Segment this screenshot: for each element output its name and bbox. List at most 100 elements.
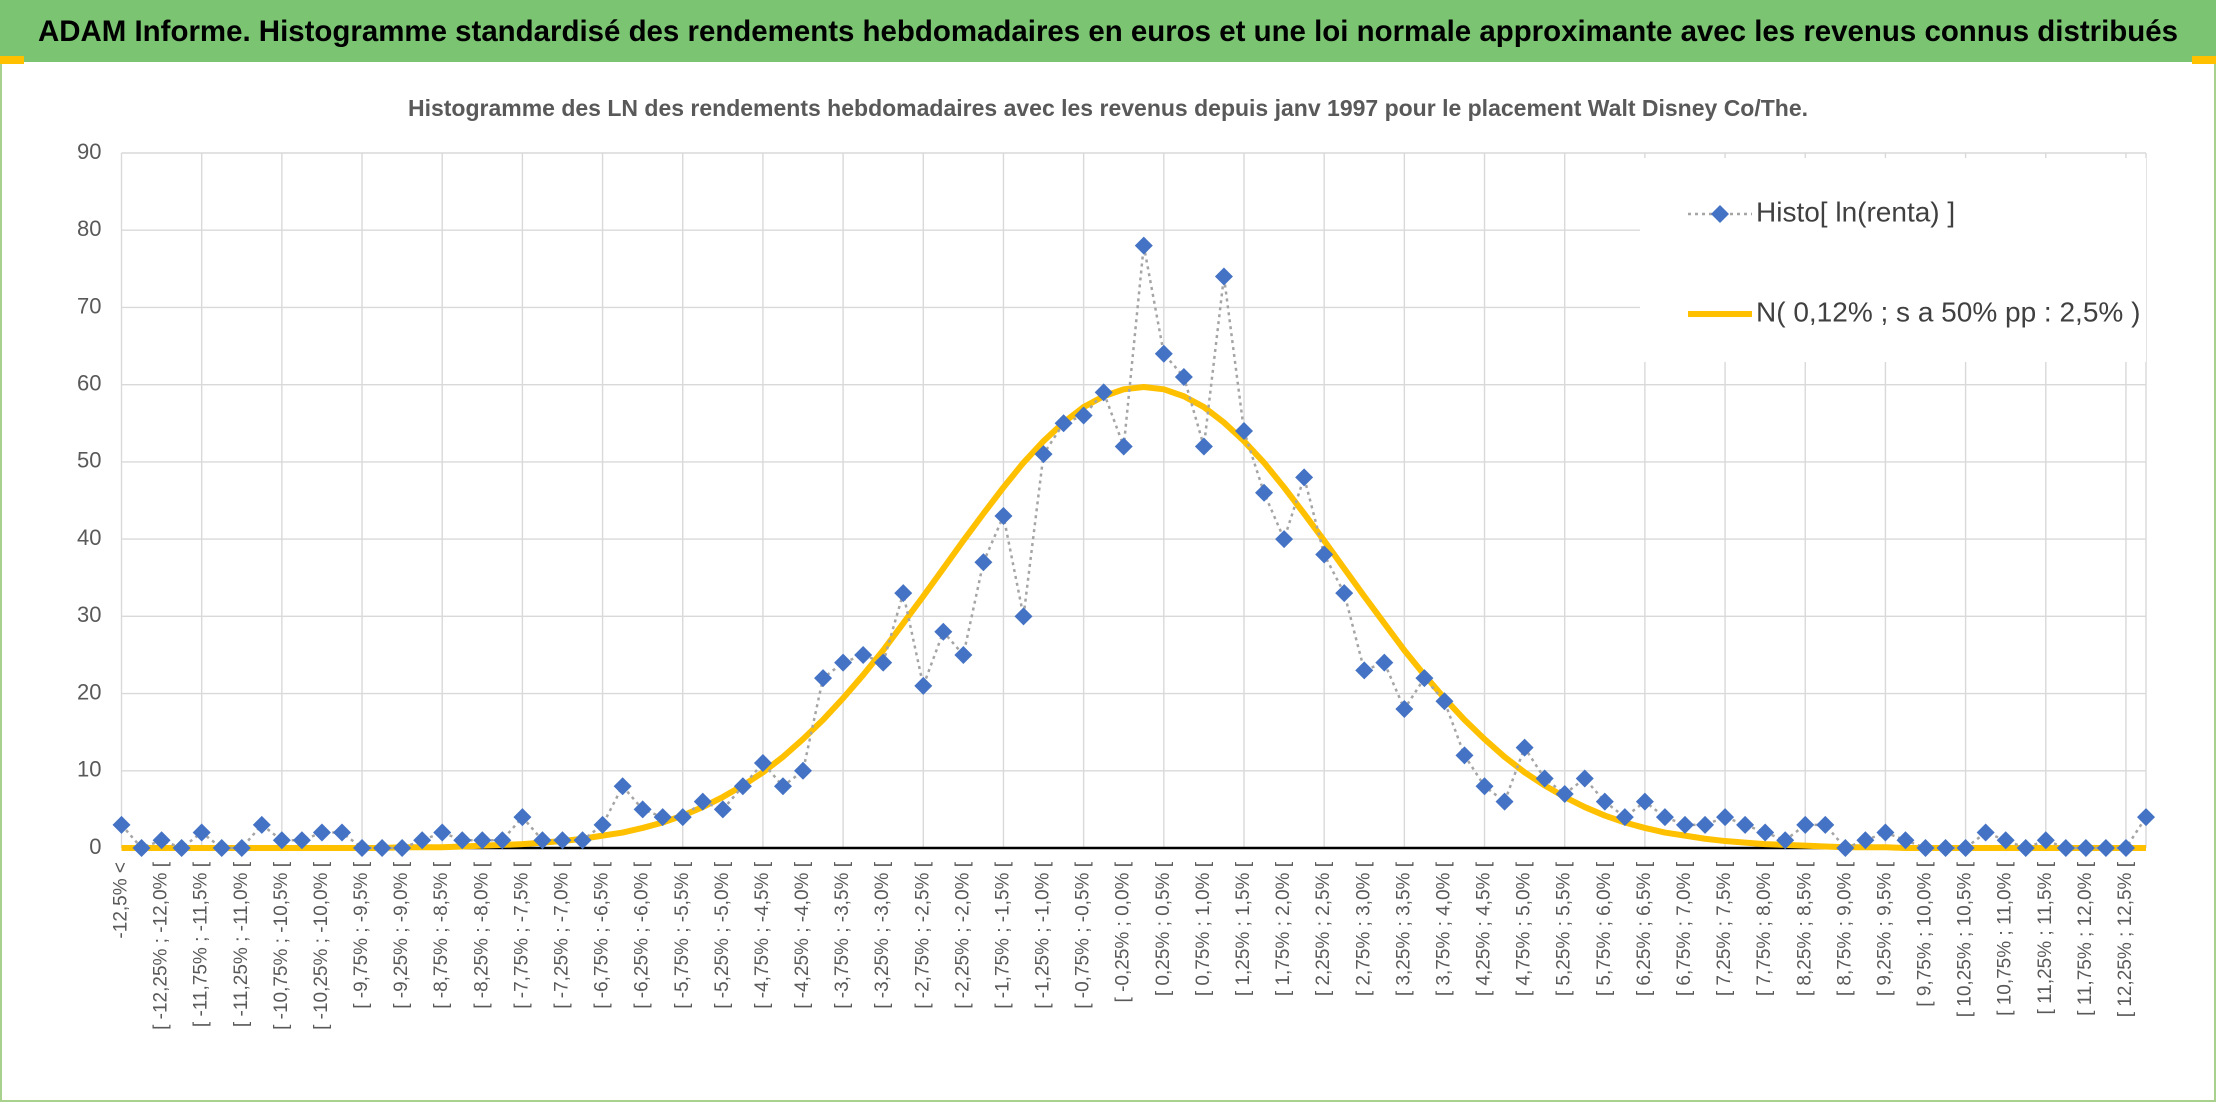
- marker: [2137, 808, 2155, 827]
- marker: [192, 823, 211, 842]
- marker: [573, 831, 592, 850]
- x-tick-label: [ 6,75% ; 7,0% [: [1674, 861, 1695, 996]
- x-tick-label: [ -9,25% ; -9,0% [: [391, 861, 412, 1009]
- marker: [733, 777, 752, 796]
- header-bar: [0, 0, 2216, 62]
- marker: [1234, 422, 1253, 440]
- marker: [773, 777, 792, 796]
- marker: [1716, 808, 1735, 827]
- x-tick-label: [ 9,75% ; 10,0% [: [1915, 861, 1936, 1006]
- y-tick-label: 90: [77, 139, 101, 164]
- marker: [152, 831, 171, 850]
- x-tick-label: [ 5,75% ; 6,0% [: [1594, 861, 1615, 996]
- marker: [393, 839, 412, 857]
- marker: [433, 823, 452, 842]
- x-tick-label: [ 7,75% ; 8,0% [: [1754, 861, 1775, 996]
- x-tick-label: [ -3,75% ; -3,5% [: [832, 861, 853, 1009]
- marker: [1255, 483, 1274, 502]
- marker: [1014, 607, 1033, 626]
- x-tick-label: [ -0,75% ; -0,5% [: [1073, 861, 1094, 1009]
- marker: [272, 831, 291, 850]
- marker: [1054, 414, 1073, 433]
- marker: [1696, 815, 1715, 834]
- marker: [1315, 545, 1334, 564]
- marker: [753, 754, 772, 773]
- marker: [814, 669, 833, 688]
- x-tick-label: [ -2,75% ; -2,5% [: [912, 861, 933, 1009]
- marker: [2076, 839, 2095, 857]
- x-tick-label: [ 4,75% ; 5,0% [: [1514, 861, 1535, 996]
- x-tick-label: [ 10,75% ; 11,0% [: [1995, 861, 2016, 1016]
- legend-label: N( 0,12% ; s a 50% pp : 2,5% ): [1756, 296, 2140, 327]
- marker: [112, 815, 131, 834]
- marker: [1495, 792, 1514, 811]
- x-tick-label: [ -10,75% ; -10,5% [: [271, 861, 292, 1030]
- legend: Histo[ ln(renta) ] N( 0,12% ; s a 50% pp …: [1640, 158, 2146, 362]
- grid: 0 10 20 30 40 50 60 70 80 90 -12,5% < [ -12,25% ; -…: [77, 139, 2147, 1030]
- y-tick-label: 60: [77, 370, 101, 395]
- marker: [1796, 815, 1815, 834]
- plot: [112, 236, 2155, 857]
- marker: [1876, 823, 1895, 842]
- marker: [1335, 584, 1354, 603]
- legend-box: [1640, 158, 2146, 362]
- marker: [1776, 831, 1795, 850]
- marker: [1275, 530, 1294, 549]
- marker: [513, 808, 532, 827]
- marker: [1074, 406, 1093, 425]
- x-tick-label: [ -5,75% ; -5,5% [: [672, 861, 693, 1009]
- x-tick-label: [ -7,75% ; -7,5% [: [511, 861, 532, 1009]
- x-tick-label: [ 6,25% ; 6,5% [: [1634, 861, 1655, 996]
- marker: [232, 839, 251, 857]
- marker: [1515, 738, 1534, 757]
- marker: [1355, 661, 1374, 680]
- x-tick-label: [ -1,25% ; -1,0% [: [1033, 861, 1054, 1009]
- y-tick-label: 80: [77, 216, 101, 241]
- x-tick-label: [ -6,75% ; -6,5% [: [592, 861, 613, 1009]
- x-tick-label: [ 0,25% ; 0,5% [: [1153, 861, 1174, 996]
- x-tick-label: [ -4,25% ; -4,0% [: [792, 861, 813, 1009]
- marker: [312, 823, 331, 842]
- marker: [1375, 653, 1394, 672]
- x-tick-label: [ 2,25% ; 2,5% [: [1313, 861, 1334, 996]
- x-tick-label: [ 7,25% ; 7,5% [: [1714, 861, 1735, 996]
- marker: [1114, 437, 1133, 456]
- marker: [1896, 831, 1915, 850]
- marker: [453, 831, 472, 850]
- marker: [1475, 777, 1494, 796]
- x-tick-label: [ -9,75% ; -9,5% [: [351, 861, 372, 1009]
- x-tick-label: [ 0,75% ; 1,0% [: [1193, 861, 1214, 996]
- marker: [292, 831, 311, 850]
- marker: [1455, 746, 1474, 765]
- marker: [533, 831, 552, 850]
- marker: [2096, 839, 2115, 857]
- x-tick-label: [ -10,25% ; -10,0% [: [311, 861, 332, 1030]
- marker: [1816, 815, 1835, 834]
- marker: [633, 800, 652, 819]
- marker: [1595, 792, 1614, 811]
- x-tick-label: [ -11,75% ; -11,5% [: [191, 861, 212, 1027]
- marker: [1615, 808, 1634, 827]
- x-tick-label: [ -1,75% ; -1,5% [: [992, 861, 1013, 1009]
- chart-title: Histogramme des LN des rendements hebdom…: [408, 95, 1808, 121]
- x-tick-label: [ -12,25% ; -12,0% [: [151, 861, 172, 1030]
- x-tick-label: [ -6,25% ; -6,0% [: [632, 861, 653, 1009]
- marker: [553, 831, 572, 850]
- x-tick-label: [ -8,75% ; -8,5% [: [431, 861, 452, 1009]
- marker: [1094, 383, 1113, 402]
- marker: [834, 653, 853, 672]
- marker: [413, 831, 432, 850]
- corner-accent: [2192, 56, 2216, 64]
- marker: [1535, 769, 1554, 788]
- y-tick-label: 20: [77, 679, 101, 704]
- marker: [1295, 468, 1314, 487]
- series-line: [121, 383, 2146, 851]
- x-tick-label: [ -7,25% ; -7,0% [: [551, 861, 572, 1009]
- marker: [1976, 823, 1995, 842]
- marker: [1635, 792, 1654, 811]
- marker: [353, 839, 372, 857]
- x-tick-label: [ 11,75% ; 12,0% [: [2075, 861, 2096, 1016]
- x-tick-label: [ -3,25% ; -3,0% [: [872, 861, 893, 1009]
